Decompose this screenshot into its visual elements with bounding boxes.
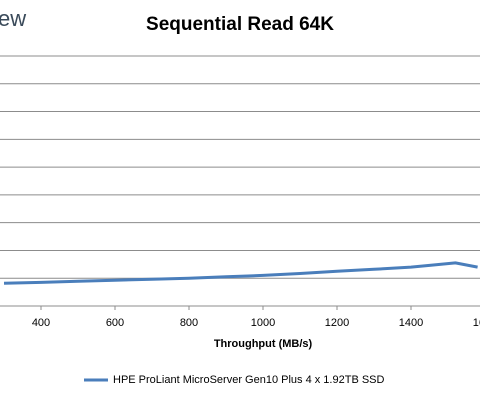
logo: ew [0,6,26,31]
data-line [3,261,478,285]
x-axis-title: Throughput (MB/s) [214,338,313,350]
chart-title: Sequential Read 64K [146,14,334,35]
x-tick-label: 1400 [399,317,423,329]
legend-label: HPE ProLiant MicroServer Gen10 Plus 4 x … [113,374,385,386]
x-tick-label: 1600 [473,317,480,329]
x-tick-label: 800 [180,317,198,329]
x-tick-label: 1000 [251,317,275,329]
x-tick-label: 400 [32,317,50,329]
x-tick-label: 600 [106,317,124,329]
x-tick-label: 1200 [325,317,349,329]
